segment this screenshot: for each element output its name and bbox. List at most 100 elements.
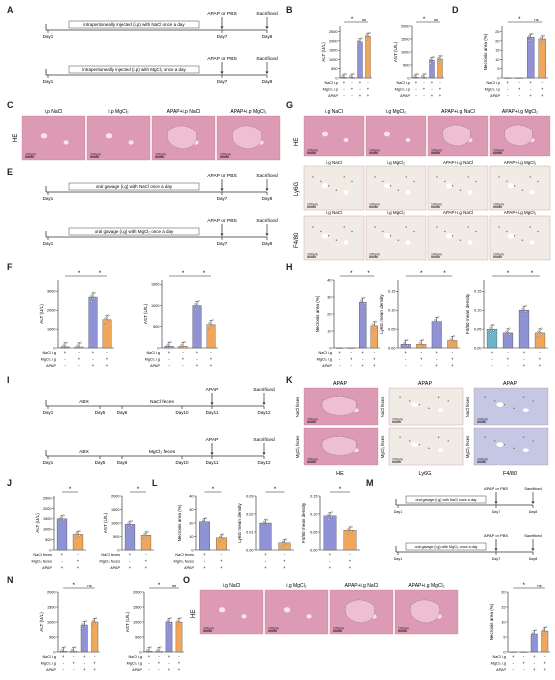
group-sign: + — [373, 357, 376, 362]
event-label: Sacrificed — [256, 173, 278, 179]
y-axis-label: ALT (U/L) — [39, 612, 44, 632]
stain-dot — [467, 176, 469, 178]
data-point — [127, 522, 130, 525]
group-sign: - — [491, 363, 493, 368]
stain-dot — [409, 440, 411, 442]
group-sign: - — [423, 80, 425, 85]
data-point — [205, 517, 208, 520]
data-point — [285, 538, 288, 541]
group-sign: - — [210, 350, 212, 355]
group-sign: - — [182, 363, 184, 368]
stain-dot — [503, 443, 506, 446]
event-label: APAP or PBS — [484, 486, 508, 491]
data-point — [429, 62, 432, 65]
vessel-mark — [467, 190, 473, 195]
data-point — [60, 651, 63, 653]
data-point — [104, 317, 107, 320]
stain-dot — [389, 235, 392, 237]
event-label: APAP or PBS — [484, 533, 508, 538]
day-label: Day1 — [43, 79, 54, 84]
k-row-label: MgCl₂ feces — [380, 436, 385, 459]
event-label: Sacrificed — [256, 218, 278, 224]
data-point — [81, 622, 84, 625]
y-axis-label: AST (U/L) — [125, 611, 130, 632]
vessel-mark — [405, 190, 411, 195]
sig-label: * — [420, 271, 423, 277]
necrosis-region — [321, 396, 357, 416]
group-sign: + — [543, 661, 546, 666]
y-tick-label: 1000 — [111, 521, 119, 525]
sig-label: * — [137, 487, 140, 493]
data-point — [159, 646, 162, 649]
data-point — [197, 300, 200, 303]
stain-dot — [428, 407, 430, 410]
group-sign: + — [129, 552, 132, 557]
necrosis-region — [167, 125, 197, 150]
stain-dot — [397, 239, 400, 241]
y-axis-label: AST (U/L) — [393, 41, 398, 62]
y-tick-label: 0.15 — [388, 290, 395, 294]
stain-dot — [327, 235, 330, 237]
y-tick-label: 0 — [157, 346, 159, 350]
treatment-box — [405, 542, 487, 551]
stain-dot — [351, 180, 353, 183]
bar — [518, 310, 530, 349]
data-point — [59, 516, 62, 519]
group-sign: - — [362, 357, 364, 362]
data-point — [95, 617, 98, 620]
event-label: APAP or PBS — [207, 11, 237, 17]
y-tick-label: 5 — [503, 635, 505, 639]
y-tick-label: 2000 — [47, 590, 55, 594]
y-axis-label: Necrosis area (%) — [177, 504, 182, 541]
data-point — [440, 54, 443, 57]
ihc-image — [427, 215, 489, 261]
event-label: Sacrificed — [253, 387, 275, 393]
day-label: Day8 — [262, 79, 273, 84]
scale-bar-label: 100μm — [392, 458, 403, 462]
group-sign: + — [92, 363, 95, 368]
y-tick-label: 1000 — [401, 50, 409, 54]
bar — [199, 521, 210, 551]
ihc-image — [489, 215, 551, 261]
day-label: Day1 — [43, 410, 54, 415]
day-label: Day11 — [206, 410, 219, 415]
data-point — [524, 304, 527, 307]
data-point — [201, 524, 204, 527]
arrow-head — [265, 71, 269, 74]
group-sign: - — [63, 667, 65, 672]
y-tick-label: 500 — [49, 635, 55, 639]
y-tick-label: 2000 — [133, 590, 141, 594]
group-sign: + — [423, 87, 426, 92]
arrow-head — [262, 402, 266, 405]
y-tick-label: 2000 — [43, 507, 51, 511]
he-row-label: HE — [13, 134, 19, 142]
group-sign: - — [148, 667, 150, 672]
data-point — [146, 648, 149, 651]
bar — [530, 633, 538, 653]
ihc-image — [303, 165, 365, 211]
group-sign: - — [405, 363, 407, 368]
panel-letter-b: B — [286, 5, 293, 15]
treatment-label: intraperitoneally injected (i.p) with Na… — [83, 22, 185, 27]
data-point — [71, 648, 74, 651]
group-sign: + — [106, 363, 109, 368]
group-row-label: NaCl feces — [175, 553, 194, 557]
scale-bar-label: 100μm — [431, 149, 442, 153]
sig-label: * — [350, 271, 353, 277]
group-sign: + — [435, 350, 438, 355]
data-point — [505, 336, 508, 339]
group-sign: + — [541, 93, 544, 98]
stain-dot — [484, 396, 486, 398]
group-sign: + — [523, 350, 526, 355]
image-title: i.g NaCl — [326, 160, 342, 165]
vessel-mark — [343, 138, 349, 142]
stain-dot — [382, 180, 384, 183]
data-point — [59, 521, 62, 524]
group-sign: - — [351, 350, 353, 355]
data-point — [327, 513, 330, 516]
image-title: APAP+i.g MgCl₂ — [504, 210, 537, 215]
group-sign: - — [182, 350, 184, 355]
group-sign: + — [62, 654, 65, 659]
group-sign: + — [106, 357, 109, 362]
